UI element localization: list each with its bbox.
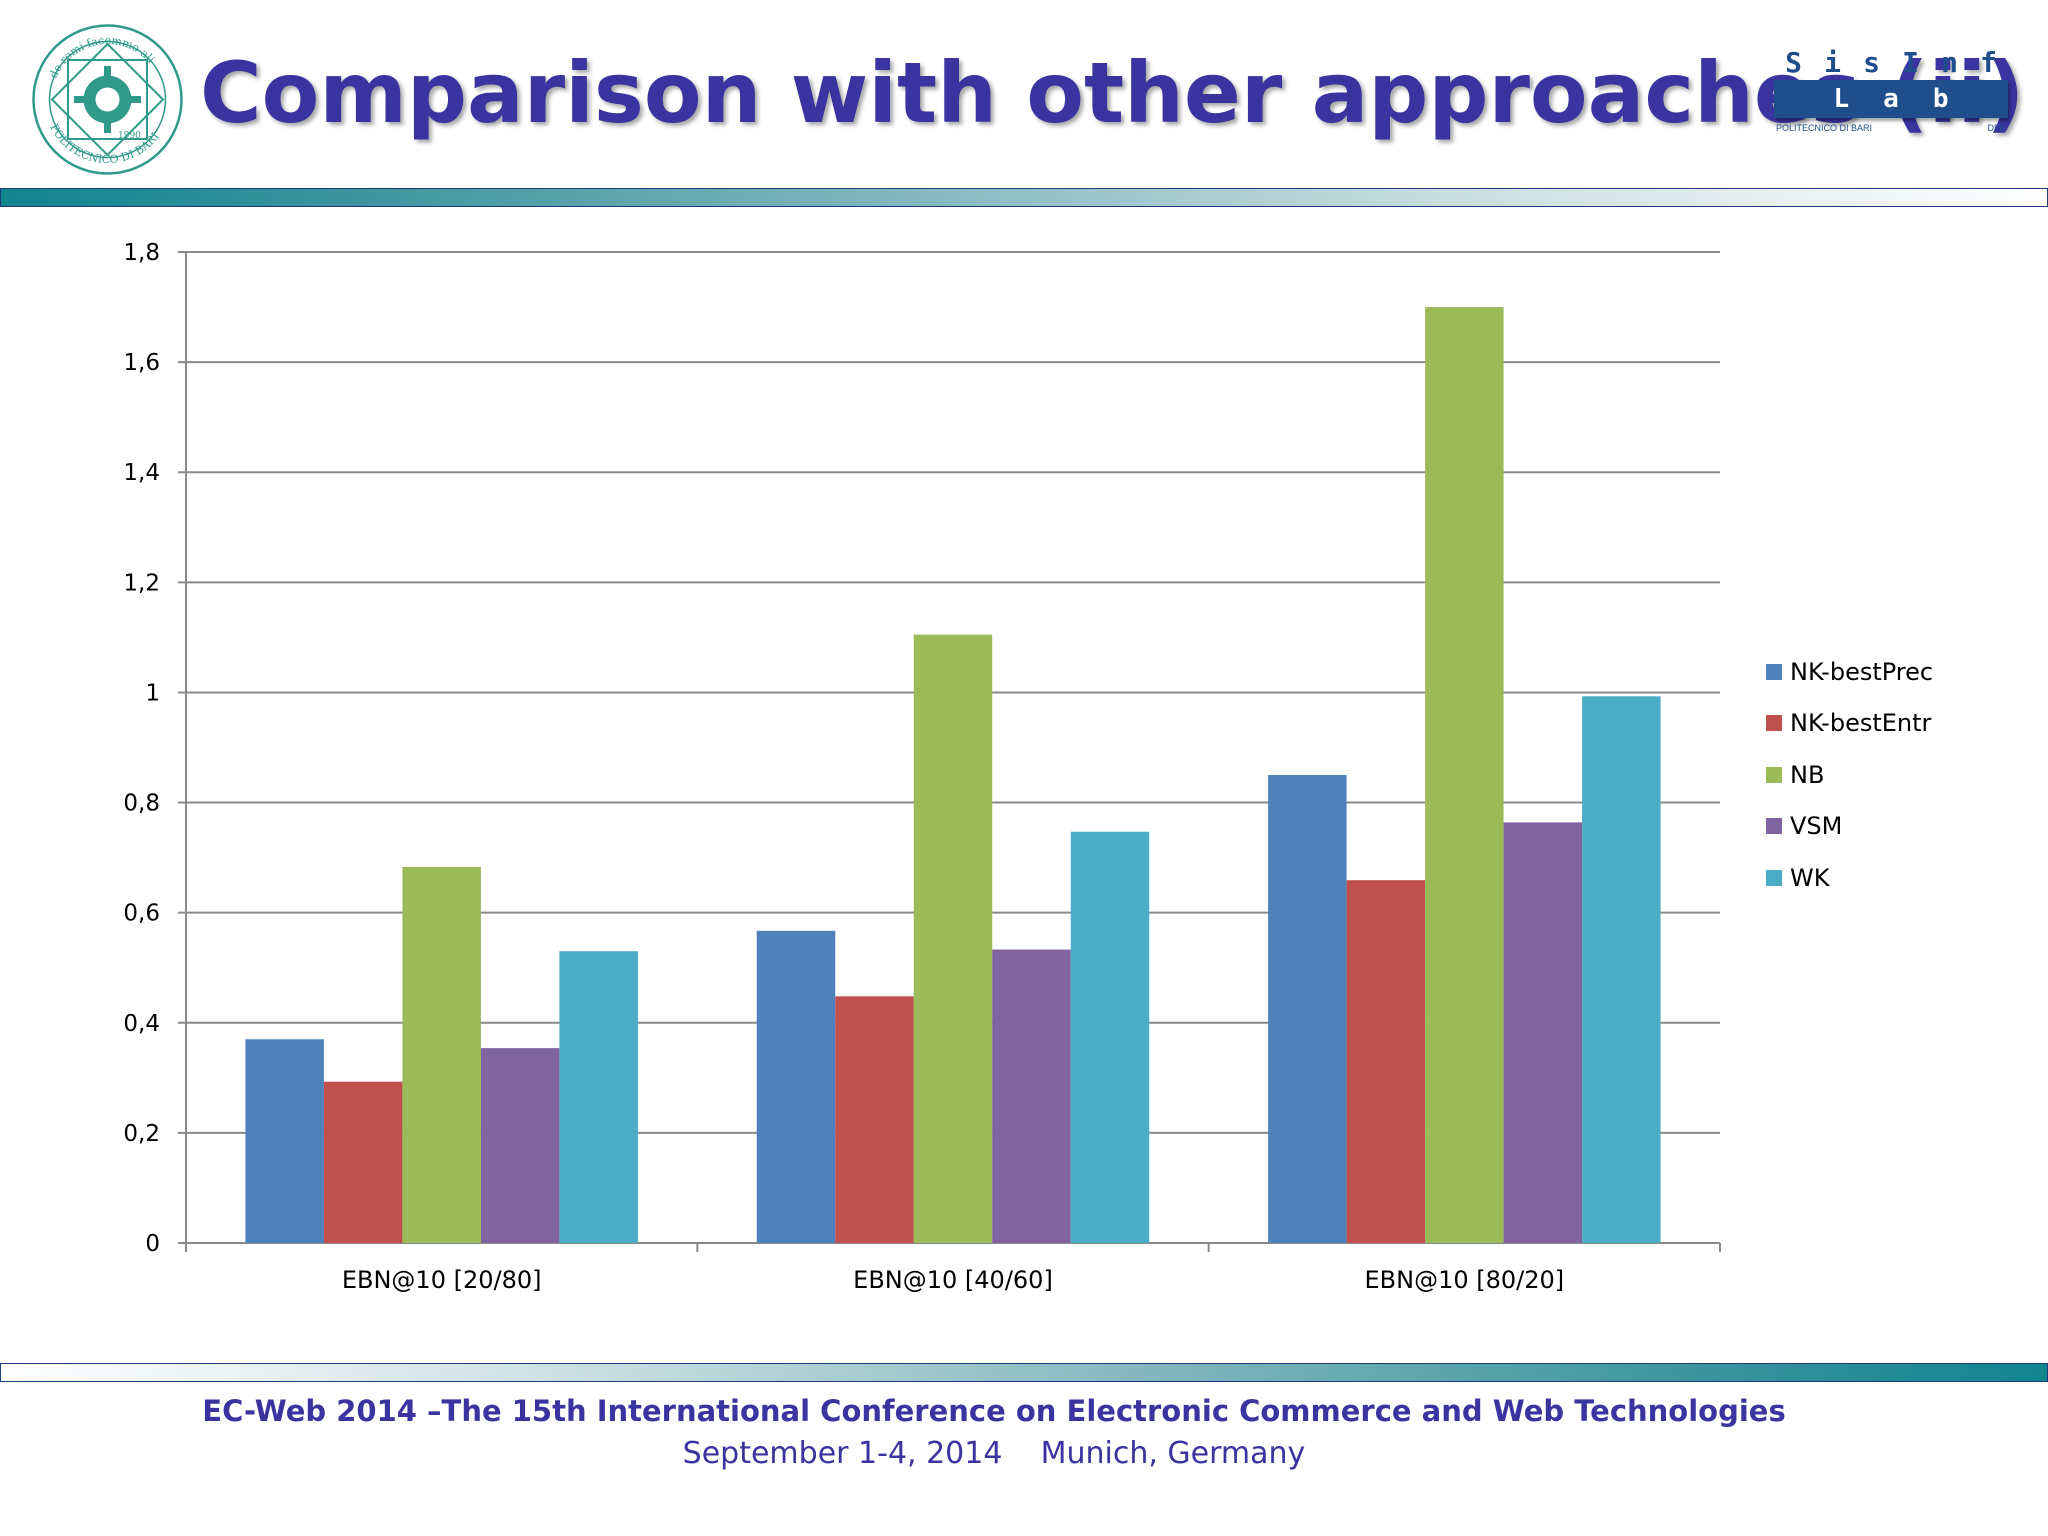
lab-letter: i xyxy=(1824,45,1841,79)
bar-nk-bestprec xyxy=(1268,775,1347,1243)
lab-letter: a xyxy=(1883,84,1899,114)
politecnico-seal-logo: de remi facemmo ali POLITECNICO DI BARI … xyxy=(30,22,185,177)
y-tick-label: 0,8 xyxy=(123,791,160,817)
lab-letter: I xyxy=(1902,45,1919,79)
legend-item: VSM xyxy=(1766,801,1933,853)
y-tick-label: 0,4 xyxy=(123,1011,160,1037)
legend-item: NK-bestEntr xyxy=(1766,698,1933,750)
bar-nb xyxy=(1425,307,1504,1243)
seal-year: 1990 xyxy=(118,131,141,141)
chart-legend: NK-bestPrec NK-bestEntr NB VSM WK xyxy=(1766,646,1933,904)
y-tick-label: 1,2 xyxy=(123,570,160,596)
bar-nk-bestentr xyxy=(1346,880,1426,1243)
lab-letter: n xyxy=(1941,45,1958,79)
y-tick-label: 1,6 xyxy=(123,350,160,376)
lab-letter: S xyxy=(1785,45,1802,79)
bar-nb xyxy=(402,866,481,1243)
lab-letter: b xyxy=(1932,84,1949,114)
y-tick-label: 0,6 xyxy=(123,901,160,927)
legend-item: NK-bestPrec xyxy=(1766,646,1933,698)
bar-vsm xyxy=(480,1048,560,1243)
bar-nk-bestentr xyxy=(835,996,914,1243)
footer-divider-bar xyxy=(0,1363,2048,1382)
legend-label: NB xyxy=(1790,760,1825,789)
lab-letter: s xyxy=(1863,45,1880,79)
legend-swatch xyxy=(1766,766,1782,783)
y-tick-label: 1 xyxy=(145,680,160,706)
bar-nk-bestprec xyxy=(756,930,836,1243)
lab-dept-text: DEE xyxy=(1987,123,2006,133)
bar-wk xyxy=(1070,831,1150,1243)
header-divider-bar xyxy=(0,188,2048,207)
legend-swatch xyxy=(1766,715,1782,732)
bar-wk xyxy=(559,951,638,1243)
lab-letter: L xyxy=(1833,84,1850,114)
x-category-label: EBN@10 [80/20] xyxy=(1365,1266,1565,1294)
bar-vsm xyxy=(1503,822,1583,1243)
legend-label: VSM xyxy=(1790,812,1843,841)
legend-label: NK-bestPrec xyxy=(1790,657,1934,686)
bar-nk-bestprec xyxy=(245,1039,324,1243)
legend-label: WK xyxy=(1790,863,1830,892)
sisinf-lab-logo: S i s I n f L a b POLITECNICO DI BARI DE… xyxy=(1774,44,2008,144)
slide-title: Comparison with other approaches (ii) xyxy=(200,44,2025,142)
legend-item: WK xyxy=(1766,852,1933,904)
y-tick-label: 0 xyxy=(145,1231,160,1257)
bar-vsm xyxy=(992,949,1071,1243)
conference-date-location: September 1-4, 2014 Munich, Germany xyxy=(682,1436,1306,1471)
bar-wk xyxy=(1582,696,1661,1243)
x-category-label: EBN@10 [20/80] xyxy=(342,1266,542,1294)
x-category-label: EBN@10 [40/60] xyxy=(853,1266,1053,1294)
conference-title: EC-Web 2014 –The 15th International Conf… xyxy=(202,1394,1786,1428)
bar-nb xyxy=(913,634,993,1243)
lab-letter: f xyxy=(1980,45,1997,79)
legend-swatch xyxy=(1766,869,1782,886)
bar-nk-bestentr xyxy=(323,1081,403,1243)
footer: EC-Web 2014 –The 15th International Conf… xyxy=(0,1394,2048,1471)
lab-sub-text: POLITECNICO DI BARI xyxy=(1776,123,1873,133)
legend-item: NB xyxy=(1766,749,1933,801)
y-tick-label: 1,8 xyxy=(123,240,160,266)
legend-label: NK-bestEntr xyxy=(1790,709,1932,738)
y-tick-label: 0,2 xyxy=(123,1121,160,1147)
legend-swatch xyxy=(1766,818,1782,835)
bar-chart: 0 0,2 0,4 0,6 0,8 1 1,2 1,4 1,6 1,8 EBN@10 [20/80]… xyxy=(123,240,1721,1294)
legend-swatch xyxy=(1766,663,1782,680)
y-tick-label: 1,4 xyxy=(123,460,160,486)
